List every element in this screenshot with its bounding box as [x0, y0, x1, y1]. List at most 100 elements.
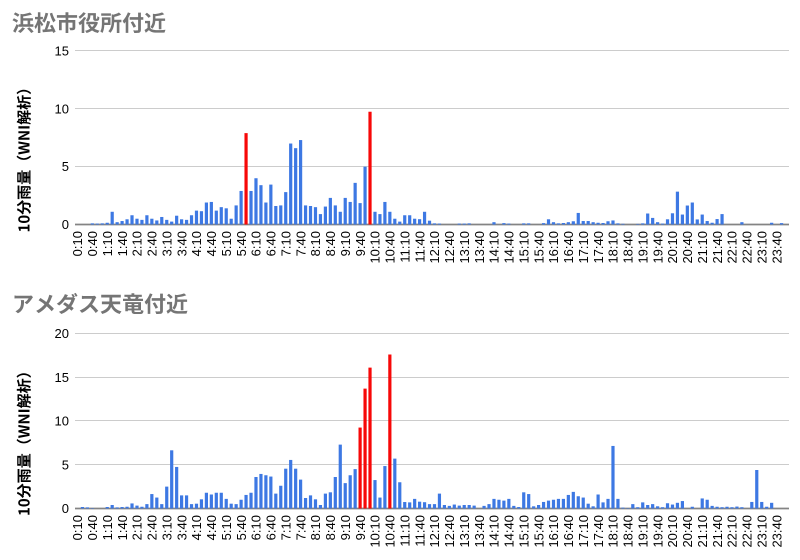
- svg-text:11:40: 11:40: [412, 231, 427, 263]
- svg-text:18:40: 18:40: [621, 515, 636, 548]
- svg-text:3:40: 3:40: [174, 231, 189, 256]
- svg-text:1:40: 1:40: [115, 515, 130, 540]
- svg-text:6:40: 6:40: [264, 515, 279, 540]
- svg-text:19:40: 19:40: [650, 231, 665, 264]
- svg-text:6:10: 6:10: [249, 515, 264, 540]
- svg-text:12:10: 12:10: [427, 515, 442, 548]
- svg-text:22:10: 22:10: [725, 231, 740, 264]
- svg-text:1:10: 1:10: [100, 515, 115, 540]
- svg-text:3:10: 3:10: [159, 515, 174, 540]
- svg-text:0:10: 0:10: [70, 515, 85, 540]
- svg-text:5:40: 5:40: [234, 231, 249, 256]
- svg-text:23:10: 23:10: [754, 231, 769, 264]
- svg-text:8:10: 8:10: [308, 231, 323, 256]
- svg-text:9:10: 9:10: [338, 515, 353, 540]
- svg-text:16:10: 16:10: [546, 231, 561, 264]
- svg-text:6:10: 6:10: [249, 231, 264, 256]
- svg-text:11:10: 11:10: [397, 515, 412, 547]
- svg-text:5:40: 5:40: [234, 515, 249, 540]
- svg-text:19:10: 19:10: [635, 515, 650, 548]
- svg-text:12:40: 12:40: [442, 515, 457, 548]
- svg-text:1:10: 1:10: [100, 231, 115, 256]
- svg-text:16:40: 16:40: [561, 515, 576, 548]
- svg-text:22:40: 22:40: [740, 231, 755, 264]
- svg-text:2:40: 2:40: [145, 231, 160, 256]
- svg-text:22:40: 22:40: [740, 515, 755, 548]
- svg-text:0:40: 0:40: [85, 231, 100, 256]
- svg-text:9:10: 9:10: [338, 231, 353, 256]
- svg-text:4:40: 4:40: [204, 231, 219, 256]
- svg-text:23:40: 23:40: [769, 231, 784, 264]
- svg-text:14:40: 14:40: [502, 515, 517, 548]
- svg-text:10: 10: [55, 414, 69, 429]
- svg-text:11:10: 11:10: [397, 231, 412, 263]
- svg-text:5:10: 5:10: [219, 231, 234, 256]
- svg-text:20:40: 20:40: [680, 515, 695, 548]
- svg-text:13:40: 13:40: [472, 231, 487, 264]
- svg-text:18:10: 18:10: [606, 231, 621, 264]
- svg-text:23:40: 23:40: [769, 515, 784, 548]
- svg-text:17:10: 17:10: [576, 231, 591, 264]
- svg-text:5: 5: [62, 159, 69, 174]
- svg-text:18:40: 18:40: [621, 231, 636, 264]
- svg-text:4:10: 4:10: [189, 515, 204, 540]
- svg-text:19:10: 19:10: [635, 231, 650, 264]
- svg-text:22:10: 22:10: [725, 515, 740, 548]
- svg-text:15:10: 15:10: [516, 231, 531, 264]
- svg-text:0: 0: [62, 501, 69, 516]
- svg-text:15: 15: [55, 44, 69, 59]
- svg-text:21:10: 21:10: [695, 231, 710, 264]
- svg-text:13:40: 13:40: [472, 515, 487, 548]
- svg-text:13:10: 13:10: [457, 515, 472, 548]
- svg-text:2:40: 2:40: [145, 515, 160, 540]
- svg-text:7:40: 7:40: [293, 231, 308, 256]
- svg-text:2:10: 2:10: [130, 515, 145, 540]
- svg-text:12:40: 12:40: [442, 231, 457, 264]
- svg-text:3:10: 3:10: [159, 231, 174, 256]
- svg-text:20:10: 20:10: [665, 231, 680, 264]
- svg-text:3:40: 3:40: [174, 515, 189, 540]
- svg-text:20:40: 20:40: [680, 231, 695, 264]
- svg-text:10: 10: [55, 101, 69, 116]
- svg-text:4:40: 4:40: [204, 515, 219, 540]
- svg-text:5: 5: [62, 457, 69, 472]
- svg-text:13:10: 13:10: [457, 231, 472, 264]
- svg-text:19:40: 19:40: [650, 515, 665, 548]
- svg-text:0: 0: [62, 217, 69, 232]
- svg-text:10:40: 10:40: [383, 515, 398, 548]
- svg-text:15:40: 15:40: [531, 515, 546, 548]
- svg-text:1:40: 1:40: [115, 231, 130, 256]
- svg-text:15:10: 15:10: [516, 515, 531, 548]
- svg-text:10:10: 10:10: [368, 515, 383, 548]
- svg-text:11:40: 11:40: [412, 515, 427, 547]
- svg-text:10:40: 10:40: [383, 231, 398, 264]
- svg-text:16:10: 16:10: [546, 515, 561, 548]
- svg-text:15:40: 15:40: [531, 231, 546, 264]
- svg-text:15: 15: [55, 370, 69, 385]
- svg-text:10:10: 10:10: [368, 231, 383, 264]
- svg-text:12:10: 12:10: [427, 231, 442, 264]
- svg-text:8:40: 8:40: [323, 515, 338, 540]
- svg-text:8:40: 8:40: [323, 231, 338, 256]
- svg-text:5:10: 5:10: [219, 515, 234, 540]
- svg-text:21:40: 21:40: [710, 515, 725, 548]
- svg-text:17:40: 17:40: [591, 515, 606, 548]
- svg-text:7:40: 7:40: [293, 515, 308, 540]
- svg-text:2:10: 2:10: [130, 231, 145, 256]
- svg-text:0:10: 0:10: [70, 231, 85, 256]
- svg-text:23:10: 23:10: [754, 515, 769, 548]
- svg-text:17:40: 17:40: [591, 231, 606, 264]
- svg-text:17:10: 17:10: [576, 515, 591, 548]
- svg-text:8:10: 8:10: [308, 515, 323, 540]
- svg-text:0:40: 0:40: [85, 515, 100, 540]
- svg-text:21:40: 21:40: [710, 231, 725, 264]
- svg-text:4:10: 4:10: [189, 231, 204, 256]
- svg-text:7:10: 7:10: [278, 515, 293, 540]
- svg-text:7:10: 7:10: [278, 231, 293, 256]
- svg-text:18:10: 18:10: [606, 515, 621, 548]
- svg-text:9:40: 9:40: [353, 515, 368, 540]
- svg-text:20: 20: [55, 326, 69, 341]
- svg-text:6:40: 6:40: [264, 231, 279, 256]
- svg-text:20:10: 20:10: [665, 515, 680, 548]
- svg-text:21:10: 21:10: [695, 515, 710, 548]
